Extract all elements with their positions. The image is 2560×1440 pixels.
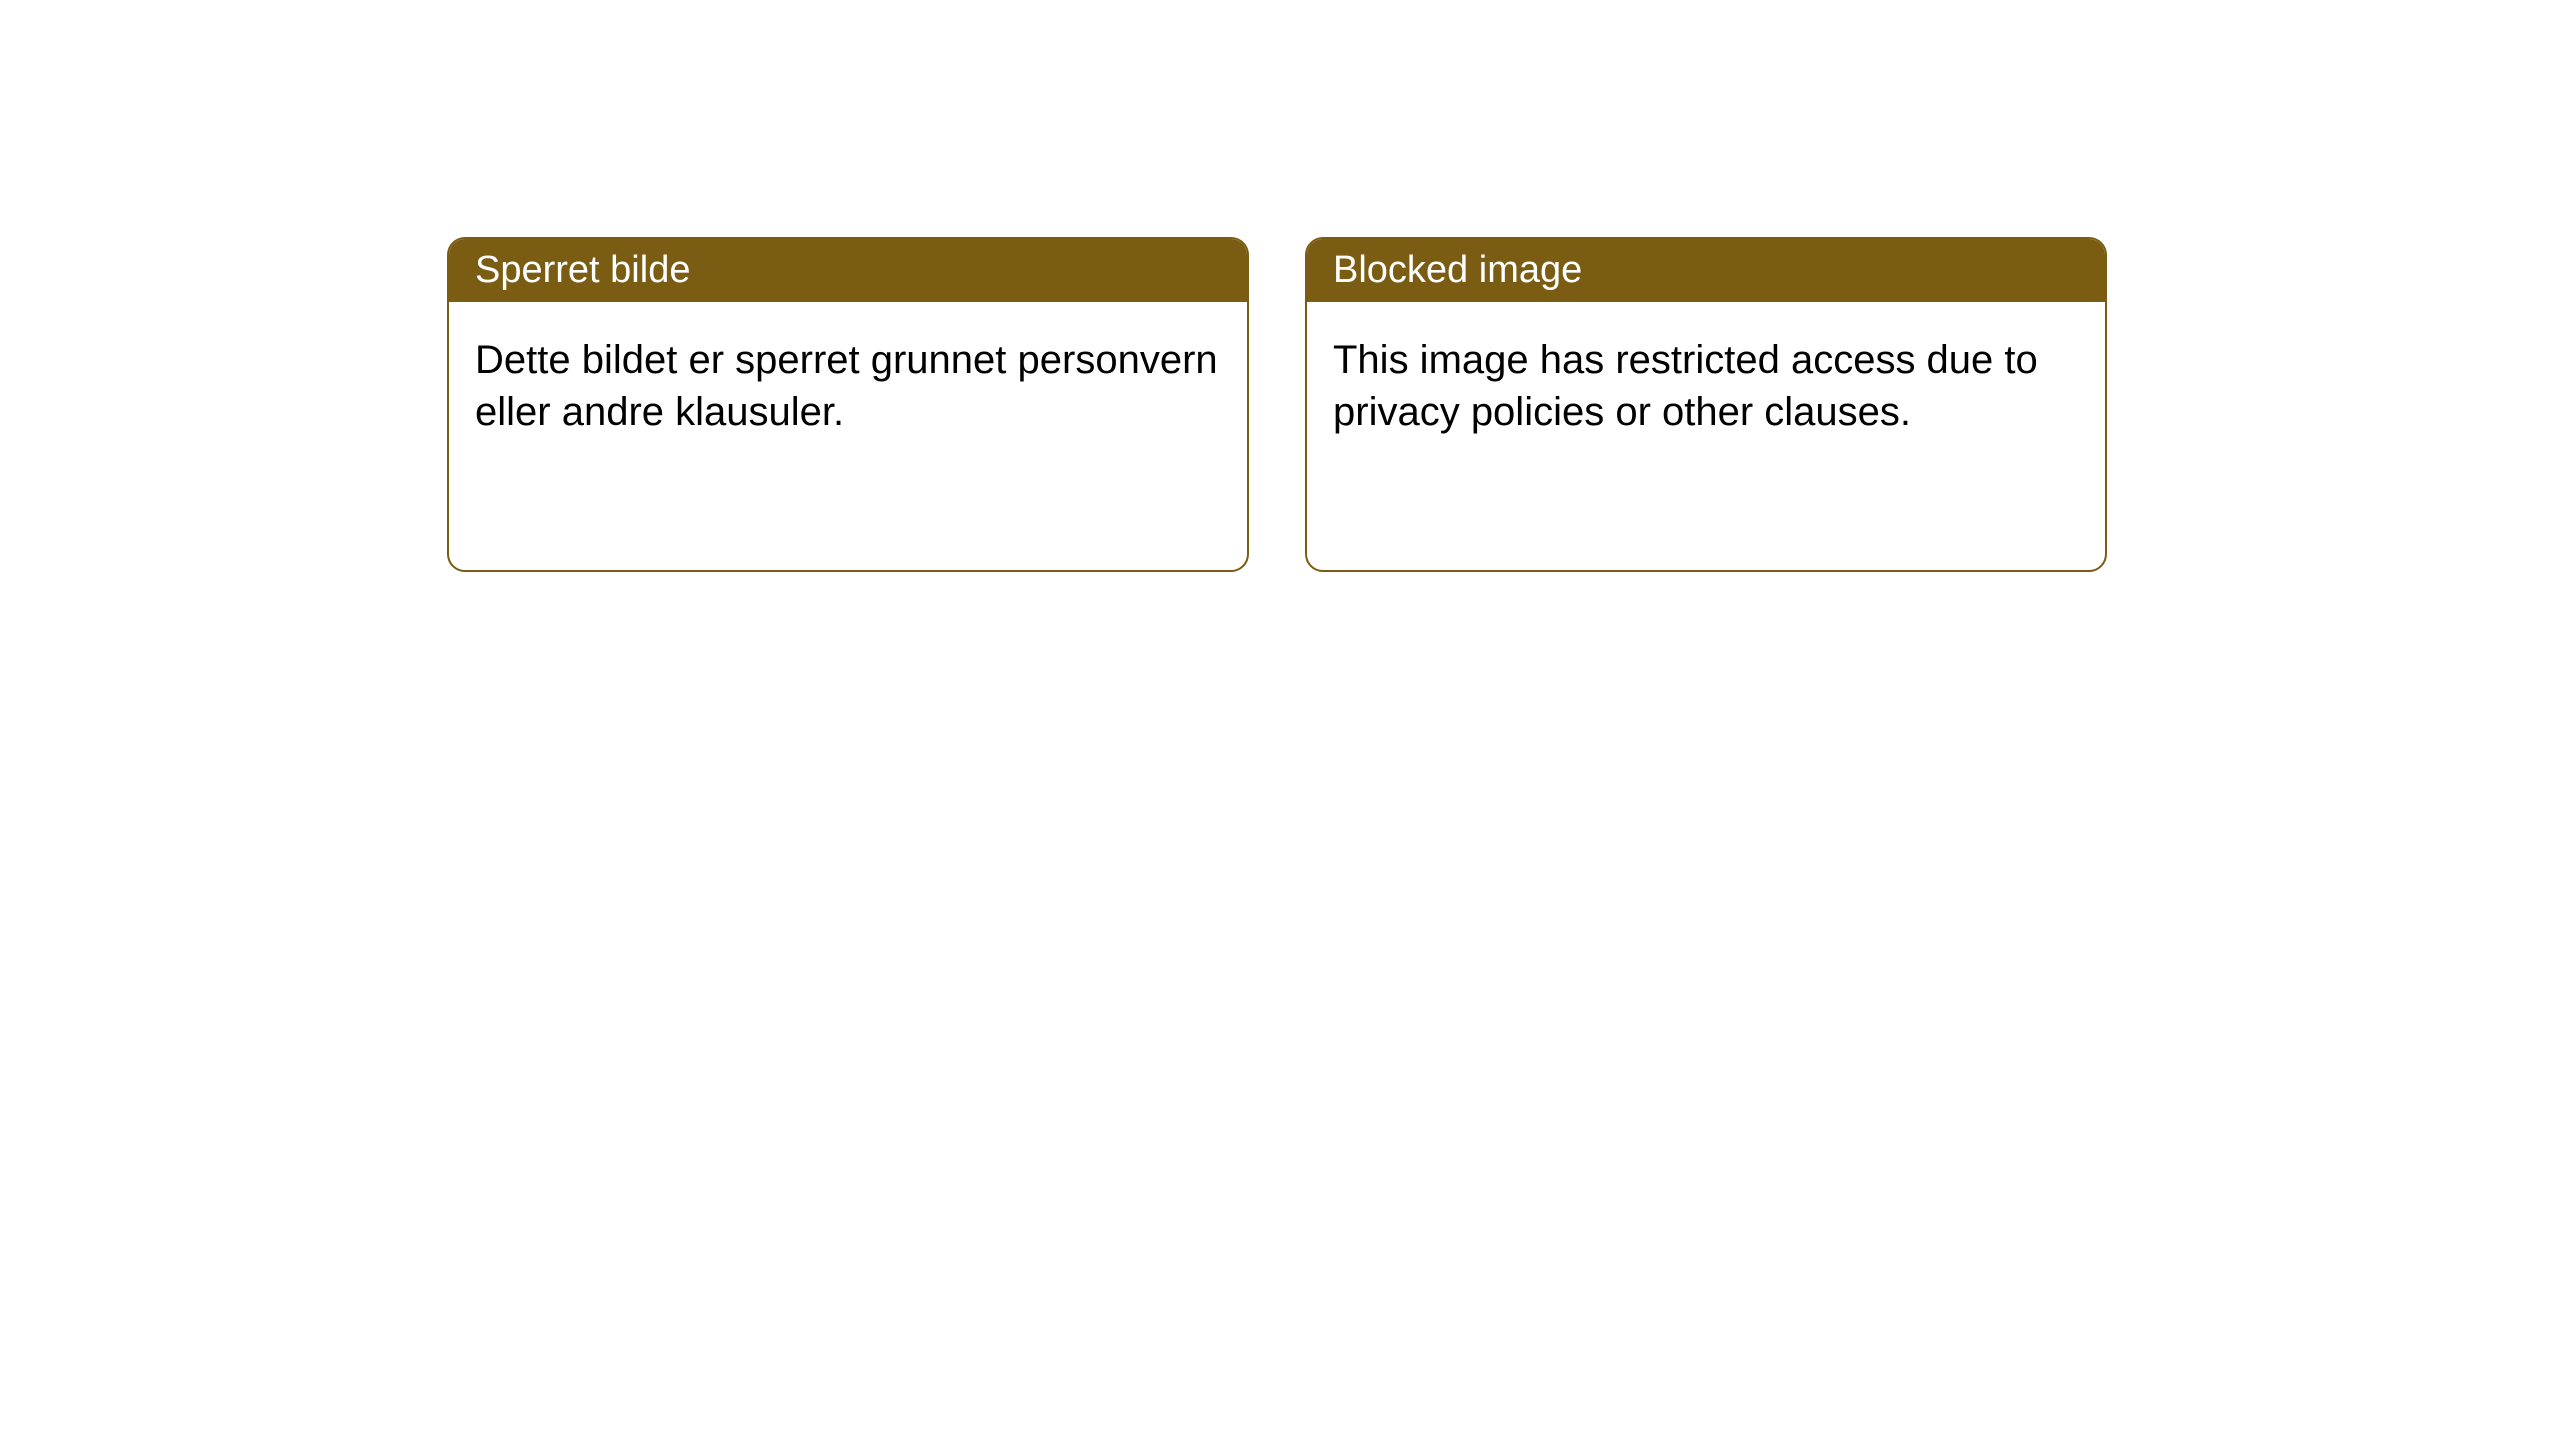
- notice-box-norwegian: Sperret bilde Dette bildet er sperret gr…: [447, 237, 1249, 572]
- notice-body: Dette bildet er sperret grunnet personve…: [449, 302, 1247, 470]
- notice-header: Blocked image: [1307, 239, 2105, 302]
- notice-body: This image has restricted access due to …: [1307, 302, 2105, 470]
- notice-title: Blocked image: [1333, 249, 1582, 291]
- notice-title: Sperret bilde: [475, 249, 690, 291]
- notice-body-text: Dette bildet er sperret grunnet personve…: [475, 338, 1218, 434]
- notice-header: Sperret bilde: [449, 239, 1247, 302]
- notice-container: Sperret bilde Dette bildet er sperret gr…: [447, 237, 2107, 572]
- notice-body-text: This image has restricted access due to …: [1333, 338, 2038, 434]
- notice-box-english: Blocked image This image has restricted …: [1305, 237, 2107, 572]
